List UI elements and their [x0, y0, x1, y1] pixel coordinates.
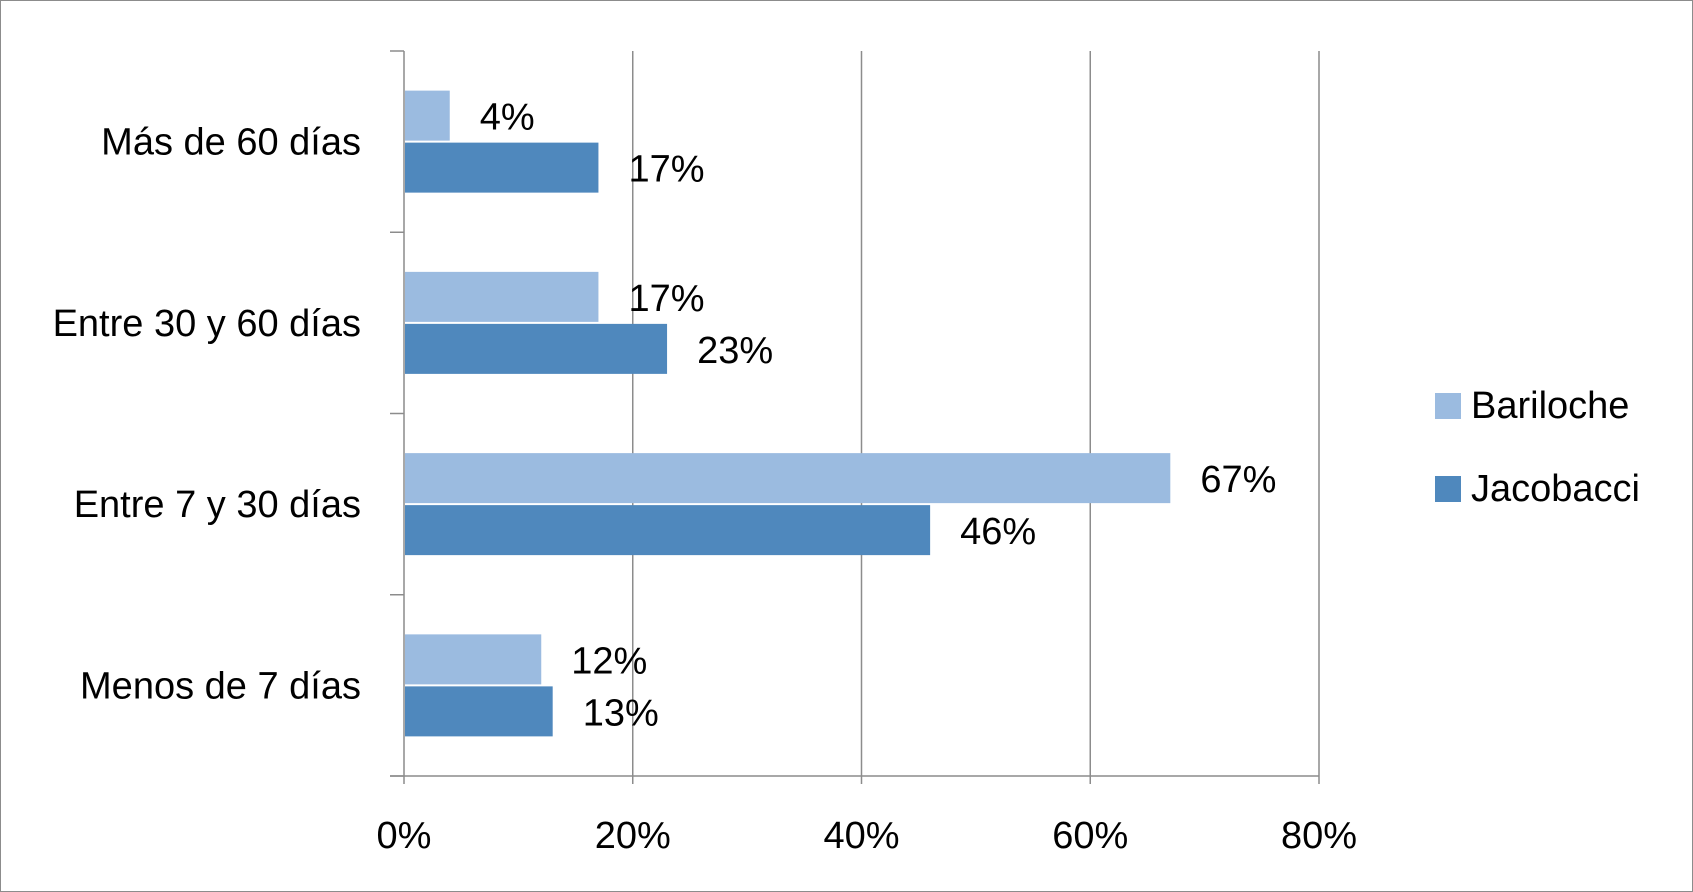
data-label: 23%	[697, 330, 773, 372]
data-label: 4%	[480, 97, 535, 139]
x-tick-label: 60%	[1052, 815, 1128, 857]
data-label: 67%	[1200, 459, 1276, 501]
data-label: 17%	[628, 149, 704, 191]
legend-swatch-jacobacci	[1435, 476, 1461, 502]
legend-label-jacobacci: Jacobacci	[1471, 468, 1640, 510]
data-labels: 4% 17% 17% 23% 67% 46% 12% 13%	[480, 97, 1277, 735]
category-label: Más de 60 días	[101, 122, 361, 164]
bar-bariloche-2	[405, 453, 1171, 504]
bar-jacobacci-2	[405, 505, 931, 556]
bar-jacobacci-3	[405, 686, 553, 737]
legend: Bariloche Jacobacci	[1435, 385, 1640, 510]
category-label: Menos de 7 días	[80, 665, 361, 707]
bar-jacobacci-1	[405, 323, 668, 374]
category-labels: Más de 60 días Entre 30 y 60 días Entre 7 …	[53, 122, 361, 708]
x-tick-labels: 0% 20% 40% 60% 80%	[377, 815, 1357, 857]
x-tick-label: 80%	[1281, 815, 1357, 857]
gridlines	[632, 51, 1320, 776]
bar-jacobacci-0	[405, 142, 599, 193]
legend-swatch-bariloche	[1435, 393, 1461, 419]
data-label: 17%	[628, 278, 704, 320]
x-tick-label: 20%	[595, 815, 671, 857]
data-label: 13%	[583, 692, 659, 734]
bars	[405, 90, 1171, 737]
data-label: 12%	[571, 640, 647, 682]
legend-label-bariloche: Bariloche	[1471, 385, 1629, 427]
x-tick-label: 0%	[377, 815, 432, 857]
y-axis	[390, 50, 1320, 784]
x-tick-label: 40%	[823, 815, 899, 857]
category-label: Entre 30 y 60 días	[53, 303, 361, 345]
bar-bariloche-1	[405, 271, 599, 322]
bar-bariloche-0	[405, 90, 450, 141]
data-label: 46%	[960, 511, 1036, 553]
category-label: Entre 7 y 30 días	[74, 484, 361, 526]
bar-bariloche-3	[405, 634, 542, 685]
